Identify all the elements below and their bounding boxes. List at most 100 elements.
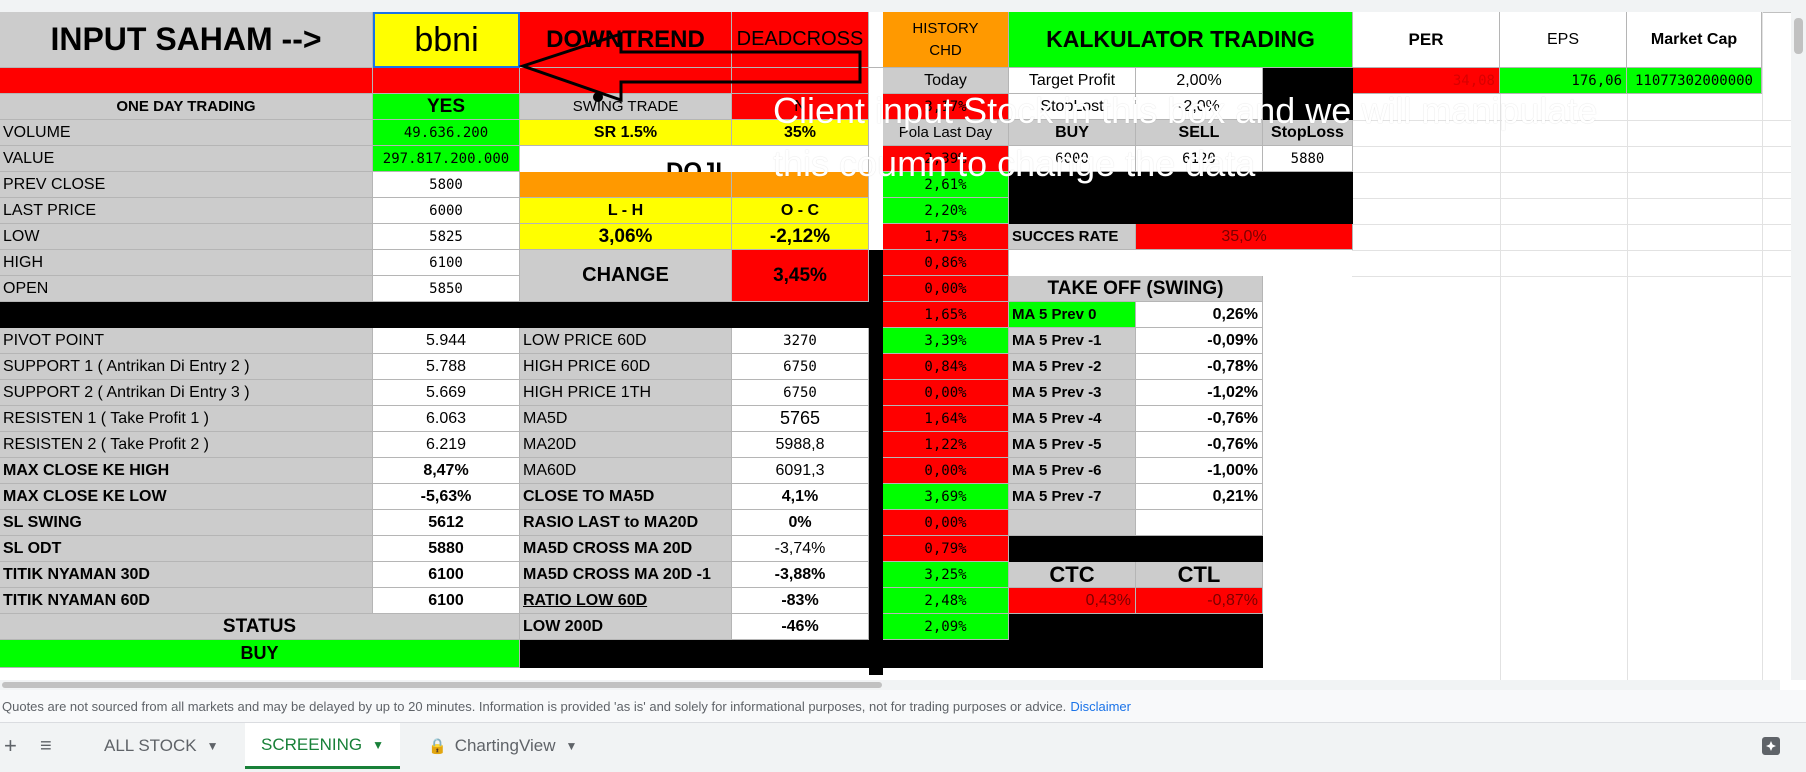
history-today-label: Today bbox=[883, 68, 1009, 94]
scrollbar-thumb[interactable] bbox=[2, 682, 882, 688]
per-value: 34,08 bbox=[1353, 68, 1500, 94]
gridline bbox=[1352, 172, 1806, 173]
ctl-value: -0,87% bbox=[1136, 588, 1263, 614]
cursor-dot-icon bbox=[593, 92, 603, 102]
sr-pct: 35% bbox=[732, 120, 869, 146]
quotes-note: Quotes are not sourced from all markets … bbox=[2, 698, 1067, 714]
stoploss-label: StopLoss bbox=[1263, 120, 1353, 146]
row-label: RATIO LOW 60D bbox=[520, 588, 732, 614]
row-label: MA60D bbox=[520, 458, 732, 484]
spreadsheet-grid[interactable]: INPUT SAHAM --> bbni DOWNTREND DEADCROSS… bbox=[0, 0, 1806, 680]
gridline bbox=[1352, 120, 1806, 121]
row-value: -5,63% bbox=[373, 484, 520, 510]
row-value: 6100 bbox=[373, 562, 520, 588]
row-label: PREV CLOSE bbox=[0, 172, 373, 198]
row-value: 0% bbox=[732, 510, 869, 536]
eps-value: 176,06 bbox=[1500, 68, 1627, 94]
row-label: LOW PRICE 60D bbox=[520, 328, 732, 354]
take-off-title: TAKE OFF (SWING) bbox=[1009, 276, 1263, 302]
red-band bbox=[373, 68, 520, 94]
takeoff-value: -0,78% bbox=[1136, 354, 1263, 380]
row-label: RASIO LAST to MA20D bbox=[520, 510, 732, 536]
black-separator bbox=[0, 302, 883, 328]
tab-screening[interactable]: SCREENING ▼ bbox=[245, 723, 400, 769]
history-value: 1,64% bbox=[883, 406, 1009, 432]
takeoff-label: MA 5 Prev -3 bbox=[1009, 380, 1136, 406]
takeoff-label: MA 5 Prev -2 bbox=[1009, 354, 1136, 380]
sr-label: SR 1.5% bbox=[520, 120, 732, 146]
row-value: 5.944 bbox=[373, 328, 520, 354]
tab-all-stock[interactable]: ALL STOCK ▼ bbox=[88, 723, 235, 769]
ticker-input-cell[interactable]: bbni bbox=[373, 12, 520, 68]
row-label: LOW bbox=[0, 224, 373, 250]
history-value: 1,75% bbox=[883, 224, 1009, 250]
tab-label: ChartingView bbox=[454, 736, 556, 755]
sell-label: SELL bbox=[1136, 120, 1263, 146]
gridline bbox=[1352, 198, 1806, 199]
takeoff-label: MA 5 Prev -7 bbox=[1009, 484, 1136, 510]
empty-grey-cell bbox=[1009, 510, 1136, 536]
row-label: RESISTEN 1 ( Take Profit 1 ) bbox=[0, 406, 373, 432]
market-cap-value: 11077302000000 bbox=[1627, 68, 1762, 94]
gridline bbox=[1352, 146, 1806, 147]
takeoff-value: -0,09% bbox=[1136, 328, 1263, 354]
scrollbar-thumb[interactable] bbox=[1794, 18, 1803, 54]
red-band bbox=[0, 68, 373, 94]
spacer-cell bbox=[869, 12, 883, 68]
row-label: LAST PRICE bbox=[0, 198, 373, 224]
row-label: MA5D CROSS MA 20D -1 bbox=[520, 562, 732, 588]
oc-label: O - C bbox=[732, 198, 869, 224]
lock-icon: 🔒 bbox=[428, 738, 447, 755]
buy-label: BUY bbox=[1009, 120, 1136, 146]
trend-cell: DOWNTREND bbox=[520, 12, 732, 68]
row-value: -3,74% bbox=[732, 536, 869, 562]
row-value: 6750 bbox=[732, 380, 869, 406]
pola-last-day-label: Pola Last Day bbox=[883, 120, 1009, 146]
row-label: MAX CLOSE KE HIGH bbox=[0, 458, 373, 484]
black-cell bbox=[1009, 198, 1353, 224]
row-label: HIGH PRICE 1TH bbox=[520, 380, 732, 406]
swing-trade-label: SWING TRADE bbox=[520, 94, 732, 120]
takeoff-value: -1,02% bbox=[1136, 380, 1263, 406]
row-label: PIVOT POINT bbox=[0, 328, 373, 354]
gridline bbox=[1762, 12, 1763, 680]
history-value: 1,65% bbox=[883, 302, 1009, 328]
row-label: SUPPORT 2 ( Antrikan Di Entry 3 ) bbox=[0, 380, 373, 406]
row-label: VALUE bbox=[0, 146, 373, 172]
row-value: -83% bbox=[732, 588, 869, 614]
row-value: 6.219 bbox=[373, 432, 520, 458]
kalkulator-trading-title: KALKULATOR TRADING bbox=[1009, 12, 1353, 68]
stoplost-label: StopLost bbox=[1009, 94, 1136, 120]
row-value: 6091,3 bbox=[732, 458, 869, 484]
gridline bbox=[1352, 250, 1806, 251]
tab-label: SCREENING bbox=[261, 734, 363, 754]
chevron-down-icon: ▼ bbox=[372, 737, 384, 752]
explore-icon[interactable] bbox=[1752, 723, 1792, 769]
vertical-scrollbar[interactable] bbox=[1791, 12, 1806, 680]
history-value: 1,22% bbox=[883, 432, 1009, 458]
black-cell bbox=[1263, 94, 1353, 120]
per-label: PER bbox=[1353, 12, 1500, 68]
row-value: 6750 bbox=[732, 354, 869, 380]
all-sheets-icon[interactable]: ≡ bbox=[40, 734, 52, 757]
row-value: -3,88% bbox=[732, 562, 869, 588]
target-profit-value: 2,00% bbox=[1136, 68, 1263, 94]
add-sheet-icon[interactable]: + bbox=[4, 733, 17, 758]
horizontal-scrollbar[interactable] bbox=[0, 680, 1780, 690]
gridline bbox=[1500, 12, 1501, 680]
history-chd-cell: HISTORY CHD bbox=[883, 12, 1009, 68]
chevron-down-icon: ▼ bbox=[206, 739, 219, 753]
tab-charting-view[interactable]: 🔒 ChartingView ▼ bbox=[412, 723, 593, 769]
row-label: TITIK NYAMAN 30D bbox=[0, 562, 373, 588]
row-value: 5825 bbox=[373, 224, 520, 250]
row-label: HIGH bbox=[0, 250, 373, 276]
orange-band bbox=[732, 172, 869, 198]
chevron-down-icon: ▼ bbox=[565, 739, 578, 753]
success-rate-label: SUCCES RATE bbox=[1009, 224, 1136, 250]
row-label: MA5D CROSS MA 20D bbox=[520, 536, 732, 562]
disclaimer-link[interactable]: Disclaimer bbox=[1070, 698, 1131, 714]
takeoff-label: MA 5 Prev -1 bbox=[1009, 328, 1136, 354]
row-label: SUPPORT 1 ( Antrikan Di Entry 2 ) bbox=[0, 354, 373, 380]
ctc-value: 0,43% bbox=[1009, 588, 1136, 614]
quotes-disclaimer-bar: Quotes are not sourced from all markets … bbox=[0, 690, 1806, 722]
